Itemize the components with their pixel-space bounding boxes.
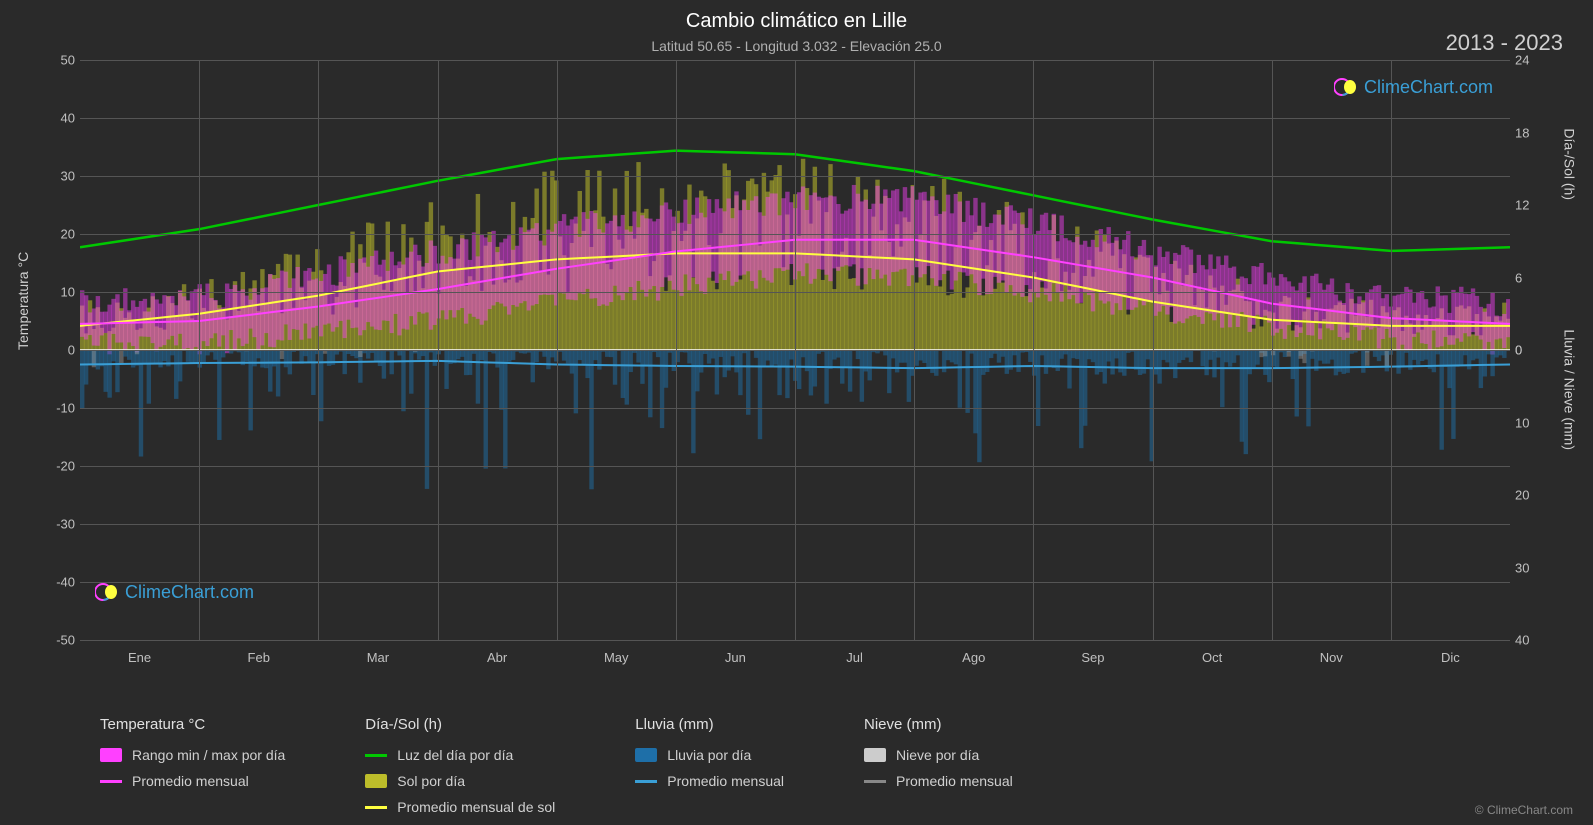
x-tick-month: May — [604, 650, 629, 665]
x-tick-month: Sep — [1081, 650, 1104, 665]
x-tick-month: Feb — [248, 650, 270, 665]
y-tick-left: -50 — [35, 633, 75, 648]
legend-item-label: Luz del día por día — [397, 747, 513, 763]
chart-subtitle: Latitud 50.65 - Longitud 3.032 - Elevaci… — [0, 38, 1593, 54]
x-tick-month: Ago — [962, 650, 985, 665]
climate-chart: Cambio climático en Lille Latitud 50.65 … — [0, 0, 1593, 825]
y-tick-left: 10 — [35, 285, 75, 300]
y-tick-right-sun: 18 — [1515, 125, 1550, 140]
legend-item: Promedio mensual de sol — [365, 799, 555, 815]
legend: Temperatura °C Rango min / max por día Pro… — [100, 716, 1563, 815]
legend-item: Rango min / max por día — [100, 747, 285, 763]
legend-line-icon — [864, 780, 886, 783]
legend-item: Promedio mensual — [864, 773, 1013, 789]
copyright: © ClimeChart.com — [1475, 803, 1573, 817]
legend-item-label: Promedio mensual de sol — [397, 799, 555, 815]
climechart-logo-icon — [1334, 75, 1358, 99]
legend-item-label: Promedio mensual — [896, 773, 1013, 789]
legend-group: Temperatura °C Rango min / max por día Pro… — [100, 716, 285, 815]
y-tick-right-sun: 12 — [1515, 198, 1550, 213]
x-tick-month: Nov — [1320, 650, 1343, 665]
y-tick-right-rain: 10 — [1515, 415, 1550, 430]
legend-item: Nieve por día — [864, 747, 1013, 763]
x-tick-month: Mar — [367, 650, 389, 665]
y-tick-left: 0 — [35, 343, 75, 358]
y-tick-left: 50 — [35, 53, 75, 68]
watermark-bottom: ClimeChart.com — [95, 580, 254, 604]
legend-item: Sol por día — [365, 773, 555, 789]
legend-item-label: Lluvia por día — [667, 747, 751, 763]
y-tick-right-sun: 24 — [1515, 53, 1550, 68]
legend-item-label: Sol por día — [397, 773, 465, 789]
legend-swatch-icon — [864, 748, 886, 762]
legend-group-title: Temperatura °C — [100, 716, 285, 733]
x-tick-month: Ene — [128, 650, 151, 665]
y-axis-left-label: Temperatura °C — [15, 252, 31, 350]
y-tick-left: -20 — [35, 459, 75, 474]
legend-group-title: Lluvia (mm) — [635, 716, 784, 733]
legend-group: Día-/Sol (h) Luz del día por día Sol por d… — [365, 716, 555, 815]
legend-item: Promedio mensual — [635, 773, 784, 789]
legend-swatch-icon — [635, 748, 657, 762]
y-tick-right-rain: 40 — [1515, 633, 1550, 648]
y-tick-left: 30 — [35, 169, 75, 184]
y-axis-right-bottom-label: Lluvia / Nieve (mm) — [1562, 329, 1578, 450]
y-tick-left: -30 — [35, 517, 75, 532]
legend-item-label: Nieve por día — [896, 747, 979, 763]
x-tick-month: Oct — [1202, 650, 1222, 665]
y-tick-left: 40 — [35, 111, 75, 126]
legend-item: Luz del día por día — [365, 747, 555, 763]
legend-swatch-icon — [100, 748, 122, 762]
legend-item-label: Promedio mensual — [132, 773, 249, 789]
legend-group: Lluvia (mm) Lluvia por día Promedio mensua… — [635, 716, 784, 815]
y-tick-right-sun: 6 — [1515, 270, 1550, 285]
y-tick-right-rain: 30 — [1515, 560, 1550, 575]
y-tick-left: -10 — [35, 401, 75, 416]
legend-line-icon — [100, 780, 122, 783]
legend-swatch-icon — [365, 774, 387, 788]
chart-title: Cambio climático en Lille — [0, 10, 1593, 33]
legend-group-title: Nieve (mm) — [864, 716, 1013, 733]
y-tick-right-rain: 20 — [1515, 488, 1550, 503]
y-tick-left: 20 — [35, 227, 75, 242]
watermark-text: ClimeChart.com — [1364, 77, 1493, 98]
climechart-logo-icon — [95, 580, 119, 604]
x-tick-month: Dic — [1441, 650, 1460, 665]
y-axis-right-top-label: Día-/Sol (h) — [1562, 128, 1578, 200]
y-tick-right-rain: 0 — [1515, 343, 1550, 358]
watermark-top: ClimeChart.com — [1334, 75, 1493, 99]
legend-group: Nieve (mm) Nieve por día Promedio mensual — [864, 716, 1013, 815]
legend-line-icon — [635, 780, 657, 783]
legend-line-icon — [365, 806, 387, 809]
watermark-text: ClimeChart.com — [125, 582, 254, 603]
x-tick-month: Jul — [846, 650, 863, 665]
plot-area: -50-40-30-20-100102030405006121824010203… — [80, 60, 1510, 640]
y-tick-left: -40 — [35, 575, 75, 590]
legend-group-title: Día-/Sol (h) — [365, 716, 555, 733]
legend-item-label: Promedio mensual — [667, 773, 784, 789]
legend-line-icon — [365, 754, 387, 757]
legend-item: Lluvia por día — [635, 747, 784, 763]
legend-item: Promedio mensual — [100, 773, 285, 789]
legend-item-label: Rango min / max por día — [132, 747, 285, 763]
x-tick-month: Jun — [725, 650, 746, 665]
x-tick-month: Abr — [487, 650, 507, 665]
